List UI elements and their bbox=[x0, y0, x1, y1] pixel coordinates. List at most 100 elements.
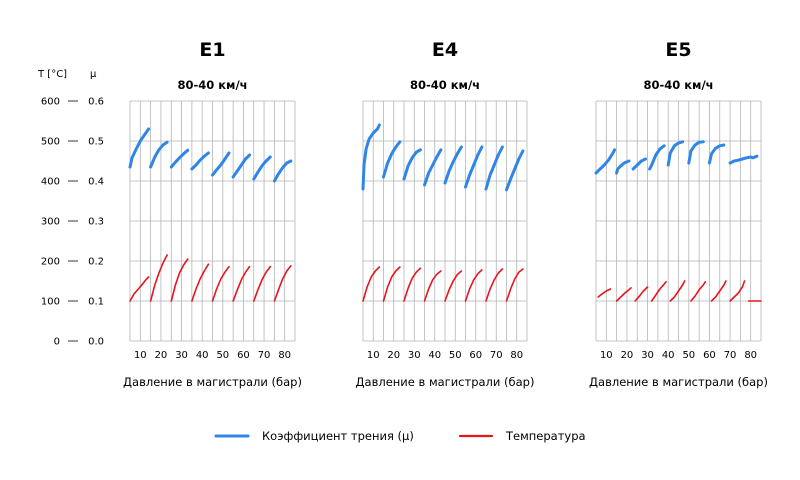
temperature-line bbox=[505, 268, 524, 302]
temperature-line bbox=[232, 265, 251, 302]
x-tick-label: 50 bbox=[216, 350, 229, 361]
temperature-line bbox=[211, 265, 230, 302]
x-tick-label: 30 bbox=[408, 350, 421, 361]
grid bbox=[129, 100, 296, 342]
temperature-line bbox=[615, 287, 632, 302]
temperature-line bbox=[170, 258, 189, 302]
x-tick-label: 50 bbox=[449, 350, 462, 361]
temperature-line bbox=[423, 270, 442, 302]
friction-line bbox=[211, 151, 231, 177]
panel-e5: E5 80-40 км/ч 10 20 30 40 50 60 70 80 Давление в м… bbox=[589, 39, 768, 389]
temperature-line bbox=[362, 266, 381, 302]
temperature-line bbox=[191, 263, 210, 302]
temperature-series bbox=[597, 280, 762, 302]
temperature-line bbox=[273, 265, 292, 302]
friction-line bbox=[464, 145, 484, 189]
x-tick-label: 20 bbox=[621, 350, 634, 361]
mu-axis-label: μ bbox=[90, 69, 97, 80]
panel-title: E5 bbox=[665, 39, 691, 61]
x-tick-label: 40 bbox=[662, 350, 675, 361]
x-tick-label: 70 bbox=[258, 350, 271, 361]
friction-line bbox=[648, 144, 666, 171]
x-tick-label: 60 bbox=[237, 350, 250, 361]
mu-tick-label: 0.3 bbox=[88, 217, 104, 228]
x-tick-label: 10 bbox=[367, 350, 380, 361]
panel-subtitle: 80-40 км/ч bbox=[643, 78, 713, 92]
temp-tick-label: 0 bbox=[54, 337, 60, 348]
x-tick-label: 10 bbox=[134, 350, 147, 361]
temperature-line bbox=[634, 286, 649, 302]
mu-tick-label: 0.2 bbox=[88, 257, 104, 268]
x-tick-label: 20 bbox=[387, 350, 400, 361]
x-tick-label: 60 bbox=[703, 350, 716, 361]
temperature-line bbox=[403, 267, 422, 302]
mu-tick-label: 0.6 bbox=[88, 97, 104, 108]
friction-line bbox=[272, 159, 293, 183]
temperature-line bbox=[149, 254, 168, 302]
friction-line bbox=[615, 159, 631, 175]
friction-line bbox=[149, 140, 169, 169]
temp-tick-label: 400 bbox=[41, 177, 60, 188]
x-tick-label: 80 bbox=[510, 350, 523, 361]
temperature-line bbox=[485, 268, 504, 302]
x-tick-label: 70 bbox=[490, 350, 503, 361]
panel-subtitle: 80-40 км/ч bbox=[177, 78, 247, 92]
x-tick-label: 20 bbox=[155, 350, 168, 361]
friction-series bbox=[128, 127, 293, 183]
panel-e4: E4 80-40 км/ч 10 20 30 40 50 60 70 80 Давление в м… bbox=[356, 39, 535, 389]
x-tick-label: 60 bbox=[469, 350, 482, 361]
x-tick-label: 40 bbox=[428, 350, 441, 361]
friction-line bbox=[594, 148, 617, 175]
temp-tick-label: 300 bbox=[41, 217, 60, 228]
friction-line bbox=[443, 145, 463, 185]
x-tick-label: 80 bbox=[278, 350, 291, 361]
temperature-line bbox=[444, 270, 463, 302]
friction-line bbox=[169, 148, 190, 169]
grid bbox=[362, 100, 528, 342]
friction-line bbox=[728, 154, 759, 165]
temperature-line bbox=[464, 269, 483, 302]
friction-line bbox=[190, 151, 210, 171]
temperature-line bbox=[729, 280, 746, 302]
temperature-line bbox=[253, 265, 272, 302]
x-tick-label: 10 bbox=[600, 350, 613, 361]
friction-line bbox=[631, 157, 647, 171]
temp-axis-label: T [°C] bbox=[37, 69, 67, 80]
x-axis-label: Давление в магистрали (бар) bbox=[356, 375, 535, 389]
temperature-line bbox=[710, 280, 727, 302]
panel-e1: E1 80-40 км/ч 10 20 30 40 50 60 70 80 Давление в м… bbox=[123, 39, 302, 389]
temperature-line bbox=[597, 288, 612, 298]
temperature-line bbox=[129, 276, 150, 302]
x-tick-label: 30 bbox=[175, 350, 188, 361]
x-tick-label: 50 bbox=[682, 350, 695, 361]
friction-line bbox=[707, 143, 726, 165]
x-axis-label: Давление в магистрали (бар) bbox=[123, 375, 302, 389]
legend: Коэффициент трения (μ) Температура bbox=[214, 429, 586, 443]
panel-title: E1 bbox=[199, 39, 225, 61]
friction-line bbox=[505, 149, 525, 192]
friction-line bbox=[423, 148, 443, 187]
friction-line bbox=[666, 140, 685, 167]
legend-temperature-label: Температура bbox=[505, 429, 586, 443]
x-axis-label: Давление в магистрали (бар) bbox=[589, 375, 768, 389]
mu-tick-label: 0.0 bbox=[88, 337, 104, 348]
friction-line bbox=[128, 127, 151, 169]
shared-y-axes: T [°C] μ 0 100 200 300 400 500 600 0.0 0.1 0.2 0.3… bbox=[37, 69, 104, 348]
friction-series bbox=[361, 123, 525, 192]
friction-line bbox=[484, 145, 504, 191]
temp-tick-label: 500 bbox=[41, 137, 60, 148]
friction-line bbox=[402, 148, 422, 181]
temperature-series bbox=[362, 266, 524, 302]
temperature-series bbox=[129, 254, 292, 302]
friction-line bbox=[687, 140, 705, 165]
legend-friction-label: Коэффициент трения (μ) bbox=[262, 429, 414, 443]
temp-tick-label: 600 bbox=[41, 97, 60, 108]
friction-line bbox=[231, 153, 252, 179]
x-tick-label: 70 bbox=[724, 350, 737, 361]
temperature-line bbox=[690, 281, 707, 302]
x-tick-label: 30 bbox=[641, 350, 654, 361]
temperature-line bbox=[382, 266, 401, 302]
temperature-line bbox=[669, 280, 686, 302]
friction-line bbox=[252, 155, 272, 181]
